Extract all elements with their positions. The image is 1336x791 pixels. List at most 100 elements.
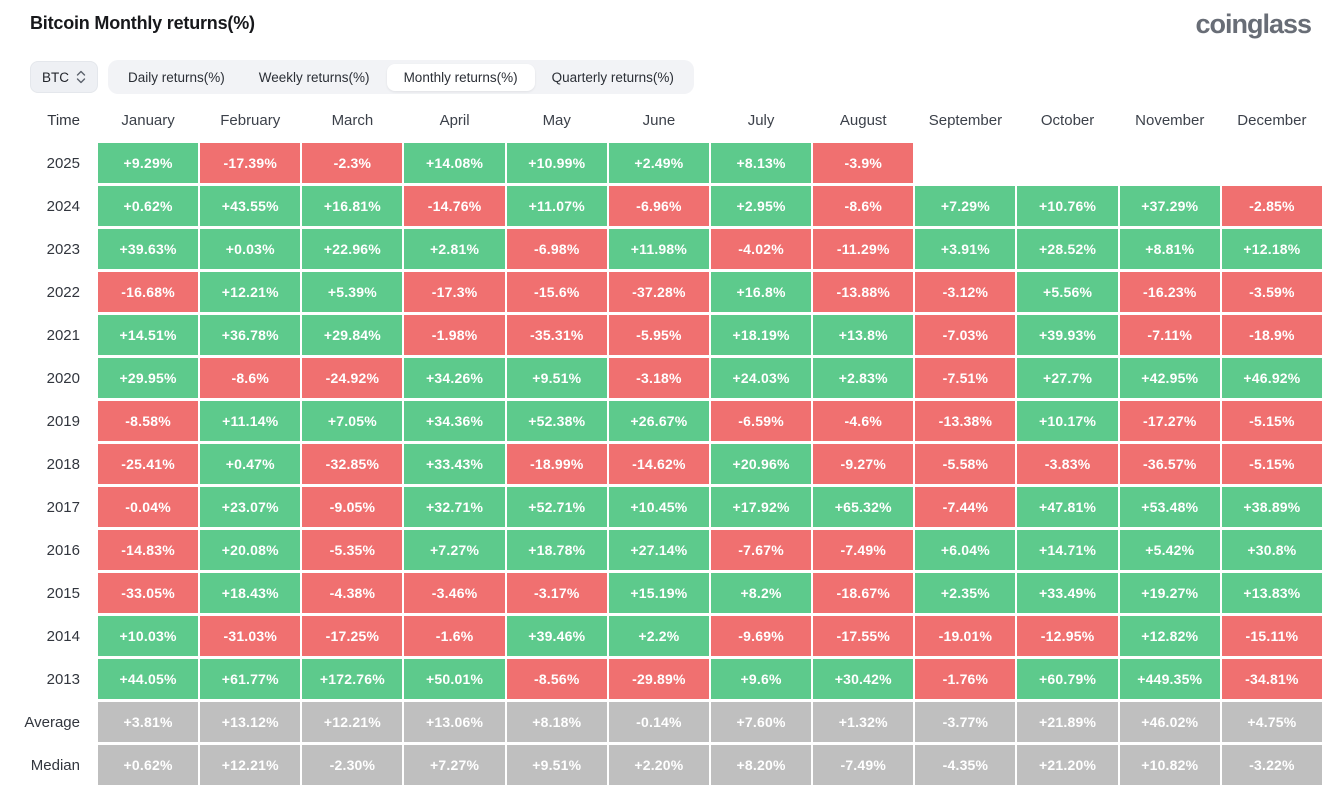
return-cell: +8.18% (506, 702, 607, 742)
row-label-2024: 2024 (46, 197, 80, 215)
return-cell: -31.03% (200, 616, 301, 656)
return-cell: +7.29% (915, 186, 1016, 226)
return-cell: +23.07% (200, 487, 301, 527)
return-cell: -3.83% (1017, 444, 1118, 484)
return-cell: +0.47% (200, 444, 301, 484)
return-cell: -1.98% (404, 315, 505, 355)
return-cell: +26.67% (608, 401, 709, 441)
return-cell: +3.81% (98, 702, 199, 742)
return-cell: -6.96% (608, 186, 709, 226)
return-cell: +37.29% (1119, 186, 1220, 226)
return-cell: +33.49% (1017, 573, 1118, 613)
return-cell: +16.81% (302, 186, 403, 226)
return-cell: -3.46% (404, 573, 505, 613)
return-cell: -4.02% (710, 229, 812, 269)
return-cell: +30.42% (813, 659, 914, 699)
tab-monthly-returns[interactable]: Monthly returns(%) (386, 63, 535, 91)
return-cell: +9.6% (710, 659, 812, 699)
return-cell: -4.35% (915, 745, 1016, 785)
row-label-average: Average (24, 713, 80, 731)
column-header-september: September (928, 111, 1003, 129)
return-cell: +7.60% (710, 702, 812, 742)
return-cell: +2.49% (608, 143, 709, 183)
return-cell: -7.49% (813, 745, 914, 785)
return-cell: +14.71% (1017, 530, 1118, 570)
return-cell: +11.14% (200, 401, 301, 441)
empty-cell (1222, 143, 1322, 183)
return-cell: +61.77% (200, 659, 301, 699)
return-cell: -12.95% (1017, 616, 1118, 656)
return-cell: +30.8% (1221, 530, 1322, 570)
return-cell: +10.03% (98, 616, 199, 656)
return-cell: -14.62% (608, 444, 709, 484)
topbar: Bitcoin Monthly returns(%) coinglass (0, 0, 1336, 40)
return-cell: -1.6% (404, 616, 505, 656)
return-cell: +9.51% (506, 358, 607, 398)
column-header-february: February (220, 111, 281, 129)
return-cell: -14.83% (98, 530, 199, 570)
return-cell: -5.15% (1221, 401, 1322, 441)
tab-daily-returns[interactable]: Daily returns(%) (111, 64, 242, 91)
tab-weekly-returns[interactable]: Weekly returns(%) (242, 64, 387, 91)
return-cell: +0.62% (98, 745, 199, 785)
column-header-april: April (439, 111, 470, 129)
coinglass-logo: coinglass (1195, 9, 1312, 39)
return-cell: +5.56% (1017, 272, 1118, 312)
return-cell: -3.59% (1221, 272, 1322, 312)
column-header-may: May (542, 111, 571, 129)
return-cell: -8.6% (200, 358, 301, 398)
coin-selector[interactable]: BTC (30, 61, 98, 93)
return-cell: -13.88% (813, 272, 914, 312)
column-header-october: October (1040, 111, 1095, 129)
return-cell: +39.93% (1017, 315, 1118, 355)
return-cell: -7.03% (915, 315, 1016, 355)
column-header-august: August (839, 111, 887, 129)
return-cell: +34.26% (404, 358, 505, 398)
return-cell: +2.81% (404, 229, 505, 269)
return-cell: +2.20% (608, 745, 709, 785)
return-cell: -18.99% (506, 444, 607, 484)
return-cell: +39.63% (98, 229, 199, 269)
return-cell: -16.23% (1119, 272, 1220, 312)
return-cell: -3.17% (506, 573, 607, 613)
row-label-median: Median (30, 756, 80, 774)
return-cell: +44.05% (98, 659, 199, 699)
row-label-2022: 2022 (46, 283, 80, 301)
return-cell: +53.48% (1119, 487, 1220, 527)
return-cell: -2.3% (302, 143, 403, 183)
column-header-march: March (331, 111, 374, 129)
empty-cell (1120, 143, 1220, 183)
return-cell: -9.69% (710, 616, 812, 656)
return-cell: +2.35% (915, 573, 1016, 613)
return-cell: -34.81% (1221, 659, 1322, 699)
controls-row: BTC Daily returns(%) Weekly returns(%) Mon… (30, 60, 1336, 94)
return-cell: -18.67% (813, 573, 914, 613)
return-cell: +24.03% (710, 358, 812, 398)
return-cell: +2.95% (710, 186, 812, 226)
return-cell: -7.51% (915, 358, 1016, 398)
coin-selector-label: BTC (42, 69, 69, 85)
return-cell: -33.05% (98, 573, 199, 613)
row-label-2013: 2013 (46, 670, 80, 688)
return-cell: +27.14% (608, 530, 709, 570)
return-cell: +65.32% (813, 487, 914, 527)
row-label-2019: 2019 (46, 412, 80, 430)
return-cell: +21.20% (1017, 745, 1118, 785)
return-cell: +2.83% (813, 358, 914, 398)
column-header-november: November (1135, 111, 1205, 129)
return-cell: +20.08% (200, 530, 301, 570)
return-cell: -4.38% (302, 573, 403, 613)
tab-quarterly-returns[interactable]: Quarterly returns(%) (535, 64, 691, 91)
return-cell: +6.04% (915, 530, 1016, 570)
return-cell: -5.95% (608, 315, 709, 355)
return-cell: -25.41% (98, 444, 199, 484)
return-cell: +17.92% (710, 487, 812, 527)
return-cell: +5.39% (302, 272, 403, 312)
return-cell: +14.51% (98, 315, 199, 355)
return-cell: +12.21% (200, 272, 301, 312)
return-cell: -6.98% (506, 229, 607, 269)
return-cell: +18.78% (506, 530, 607, 570)
return-cell: -24.92% (302, 358, 403, 398)
return-cell: +13.8% (813, 315, 914, 355)
row-label-2014: 2014 (46, 627, 80, 645)
